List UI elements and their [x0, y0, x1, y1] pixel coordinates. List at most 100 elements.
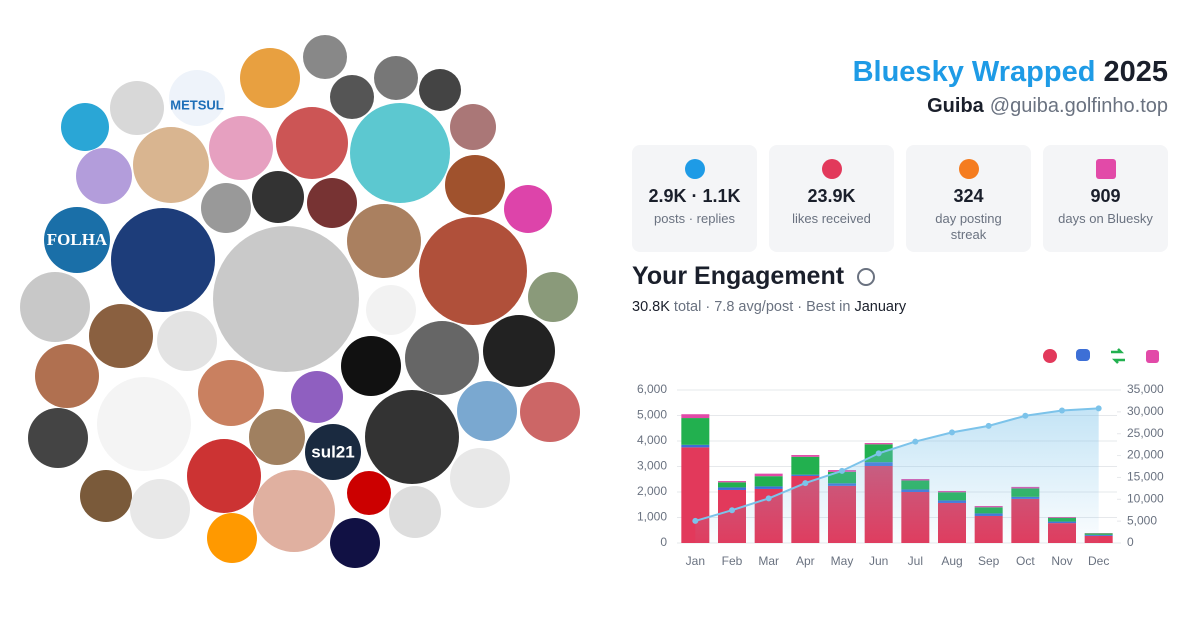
avatar — [389, 486, 441, 538]
avatar — [350, 103, 450, 203]
bar-segment — [718, 481, 746, 483]
x-tick-label: Mar — [758, 554, 779, 568]
avatar — [445, 155, 505, 215]
avatar — [133, 127, 209, 203]
x-tick-label: Jun — [869, 554, 888, 568]
icon — [1095, 159, 1116, 179]
avatar — [76, 148, 132, 204]
line-point — [949, 429, 955, 436]
bar-segment — [681, 444, 710, 448]
y-tick-label: 2,000 — [637, 484, 667, 498]
avatar — [35, 344, 99, 408]
bar-segment — [754, 473, 783, 477]
y2-tick-label: 25,000 — [1127, 426, 1164, 440]
icon — [958, 159, 979, 179]
avatar — [240, 48, 300, 108]
stat-label: likes received — [792, 211, 871, 226]
avatar — [347, 471, 391, 515]
bar-segment — [791, 456, 820, 475]
avatar — [207, 513, 257, 563]
x-tick-label: Oct — [1016, 554, 1035, 568]
y-tick-label: 3,000 — [637, 459, 667, 473]
y2-tick-label: 15,000 — [1127, 470, 1164, 484]
avatar — [330, 518, 380, 568]
avatar — [209, 116, 273, 180]
avatar — [457, 381, 517, 441]
x-tick-label: Feb — [722, 554, 743, 568]
avatar — [80, 470, 132, 522]
line-point — [802, 480, 809, 487]
bar-segment — [681, 414, 710, 419]
avatar — [111, 208, 215, 312]
stat-value: 2.9K · 1.1K — [648, 186, 741, 206]
user-name: Guiba — [927, 95, 984, 117]
avatar — [504, 185, 552, 233]
line-point — [692, 517, 699, 524]
bar-segment — [864, 443, 893, 445]
stat-label: posts · replies — [654, 211, 735, 226]
line-area — [695, 408, 1099, 543]
avatar — [303, 35, 347, 79]
bar-segment — [791, 455, 820, 457]
line-point — [985, 422, 992, 429]
avatar-cluster: FOLHA METSUL sul21 — [20, 35, 580, 568]
line-point — [1022, 412, 1029, 419]
line-point — [839, 467, 845, 474]
y2-tick-label: 5,000 — [1127, 513, 1157, 527]
avatar — [20, 272, 90, 342]
bar-segment — [718, 482, 746, 488]
icon — [684, 159, 705, 179]
avatar-text: FOLHA — [47, 230, 108, 249]
y2-tick-label: 10,000 — [1127, 491, 1164, 505]
bar-segment — [791, 474, 820, 476]
y2-tick-label: 0 — [1127, 535, 1134, 549]
avatar — [198, 360, 264, 426]
line-point — [912, 438, 919, 445]
avatar — [110, 81, 164, 135]
x-tick-label: Sep — [978, 554, 1000, 568]
legend-reposts — [1111, 348, 1125, 364]
avatar — [305, 424, 361, 480]
avatar — [365, 390, 459, 484]
summary-part: January — [854, 299, 907, 315]
avatar — [528, 272, 578, 322]
avatar — [187, 439, 261, 513]
icon — [821, 159, 842, 179]
bar-segment — [754, 476, 783, 487]
x-tick-label: Nov — [1051, 554, 1072, 568]
legend-quotes — [1146, 350, 1159, 363]
title: Bluesky Wrapped 2025 — [853, 56, 1168, 89]
bar-segment — [718, 487, 746, 490]
avatar — [61, 103, 109, 151]
stat-card: 909 days on Bluesky — [1043, 145, 1168, 252]
avatar — [419, 69, 461, 111]
avatar — [419, 217, 527, 325]
avatar — [347, 204, 421, 278]
avatar — [130, 479, 190, 539]
title-year: 2025 — [1103, 56, 1168, 88]
avatar — [483, 315, 555, 387]
avatar — [213, 226, 359, 372]
y2-tick-label: 20,000 — [1127, 448, 1164, 462]
line-point — [1059, 407, 1065, 414]
line — [695, 407, 1099, 522]
y-tick-label: 0 — [660, 535, 667, 549]
avatar — [201, 183, 251, 233]
avatar — [450, 104, 496, 150]
line-point — [1095, 405, 1102, 412]
stat-card: 23.9K likes received — [769, 145, 894, 252]
bar-segment — [754, 486, 783, 489]
x-tick-label: Aug — [941, 554, 962, 568]
x-tick-label: Dec — [1088, 554, 1109, 568]
info-icon[interactable] — [857, 268, 876, 287]
line-point — [875, 450, 882, 457]
avatar — [330, 75, 374, 119]
avatar — [374, 56, 418, 100]
avatar — [44, 207, 110, 273]
avatar — [450, 448, 510, 508]
avatar — [97, 377, 191, 471]
avatar — [253, 470, 335, 552]
bar-segment — [681, 418, 710, 445]
